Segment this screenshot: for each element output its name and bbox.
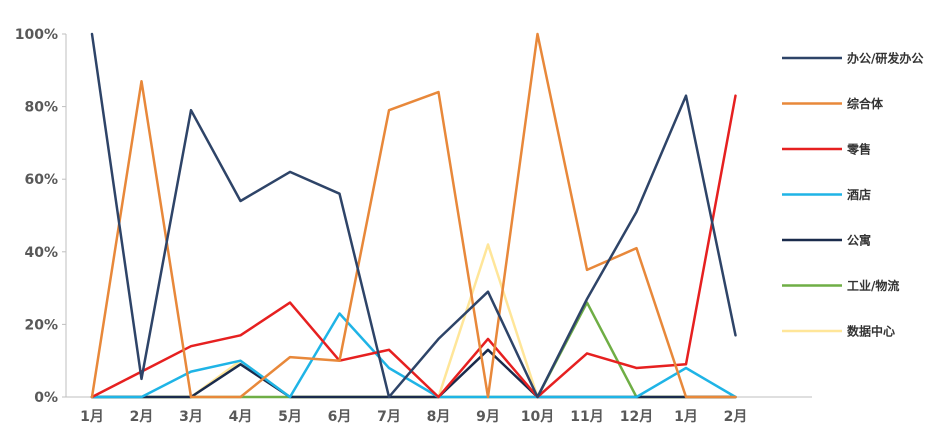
legend-label: 工业/物流 <box>847 278 899 293</box>
legend-label: 酒店 <box>847 187 871 202</box>
x-tick-label: 2月 <box>130 409 154 425</box>
x-tick-label: 12月 <box>620 409 653 425</box>
x-tick-label: 3月 <box>179 409 203 425</box>
y-tick-label: 100% <box>15 27 58 43</box>
legend-label: 办公/研发办公 <box>847 51 923 66</box>
legend-item: 综合体 <box>782 96 884 111</box>
legend-item: 数据中心 <box>782 324 895 339</box>
series-line <box>90 32 737 399</box>
x-tick-label: 1月 <box>674 409 698 425</box>
x-tick-label: 2月 <box>724 409 748 425</box>
x-tick-label: 10月 <box>521 409 554 425</box>
series-lines <box>90 32 737 399</box>
x-tick-label: 11月 <box>570 409 603 425</box>
y-tick-label: 80% <box>24 100 58 116</box>
x-tick-label: 7月 <box>377 409 401 425</box>
legend-label: 综合体 <box>847 96 884 111</box>
series-line <box>90 94 737 399</box>
x-tick-label: 1月 <box>80 409 104 425</box>
x-tick-label: 5月 <box>278 409 302 425</box>
y-tick-label: 60% <box>24 172 58 188</box>
legend-item: 工业/物流 <box>782 278 899 293</box>
series-line <box>90 32 737 399</box>
legend-label: 公寓 <box>847 233 871 248</box>
legend-item: 零售 <box>782 142 871 157</box>
legend-label: 零售 <box>846 142 871 157</box>
legend-item: 公寓 <box>782 233 871 248</box>
axes: 0% 20% 40% 60% 80% 100% 1月 2月 3月 4月 5月 6月 7月 8月 9月 10月 1… <box>15 27 812 425</box>
series-line <box>90 312 737 399</box>
x-tick-label: 8月 <box>427 409 451 425</box>
x-tick-label: 4月 <box>229 409 253 425</box>
y-tick-label: 40% <box>24 245 58 261</box>
legend-item: 办公/研发办公 <box>782 51 923 66</box>
y-tick-label: 0% <box>34 390 58 406</box>
y-tick-label: 20% <box>24 317 58 333</box>
legend-label: 数据中心 <box>847 324 895 339</box>
x-tick-label: 9月 <box>476 409 500 425</box>
x-tick-label: 6月 <box>328 409 352 425</box>
legend-item: 酒店 <box>782 187 871 202</box>
